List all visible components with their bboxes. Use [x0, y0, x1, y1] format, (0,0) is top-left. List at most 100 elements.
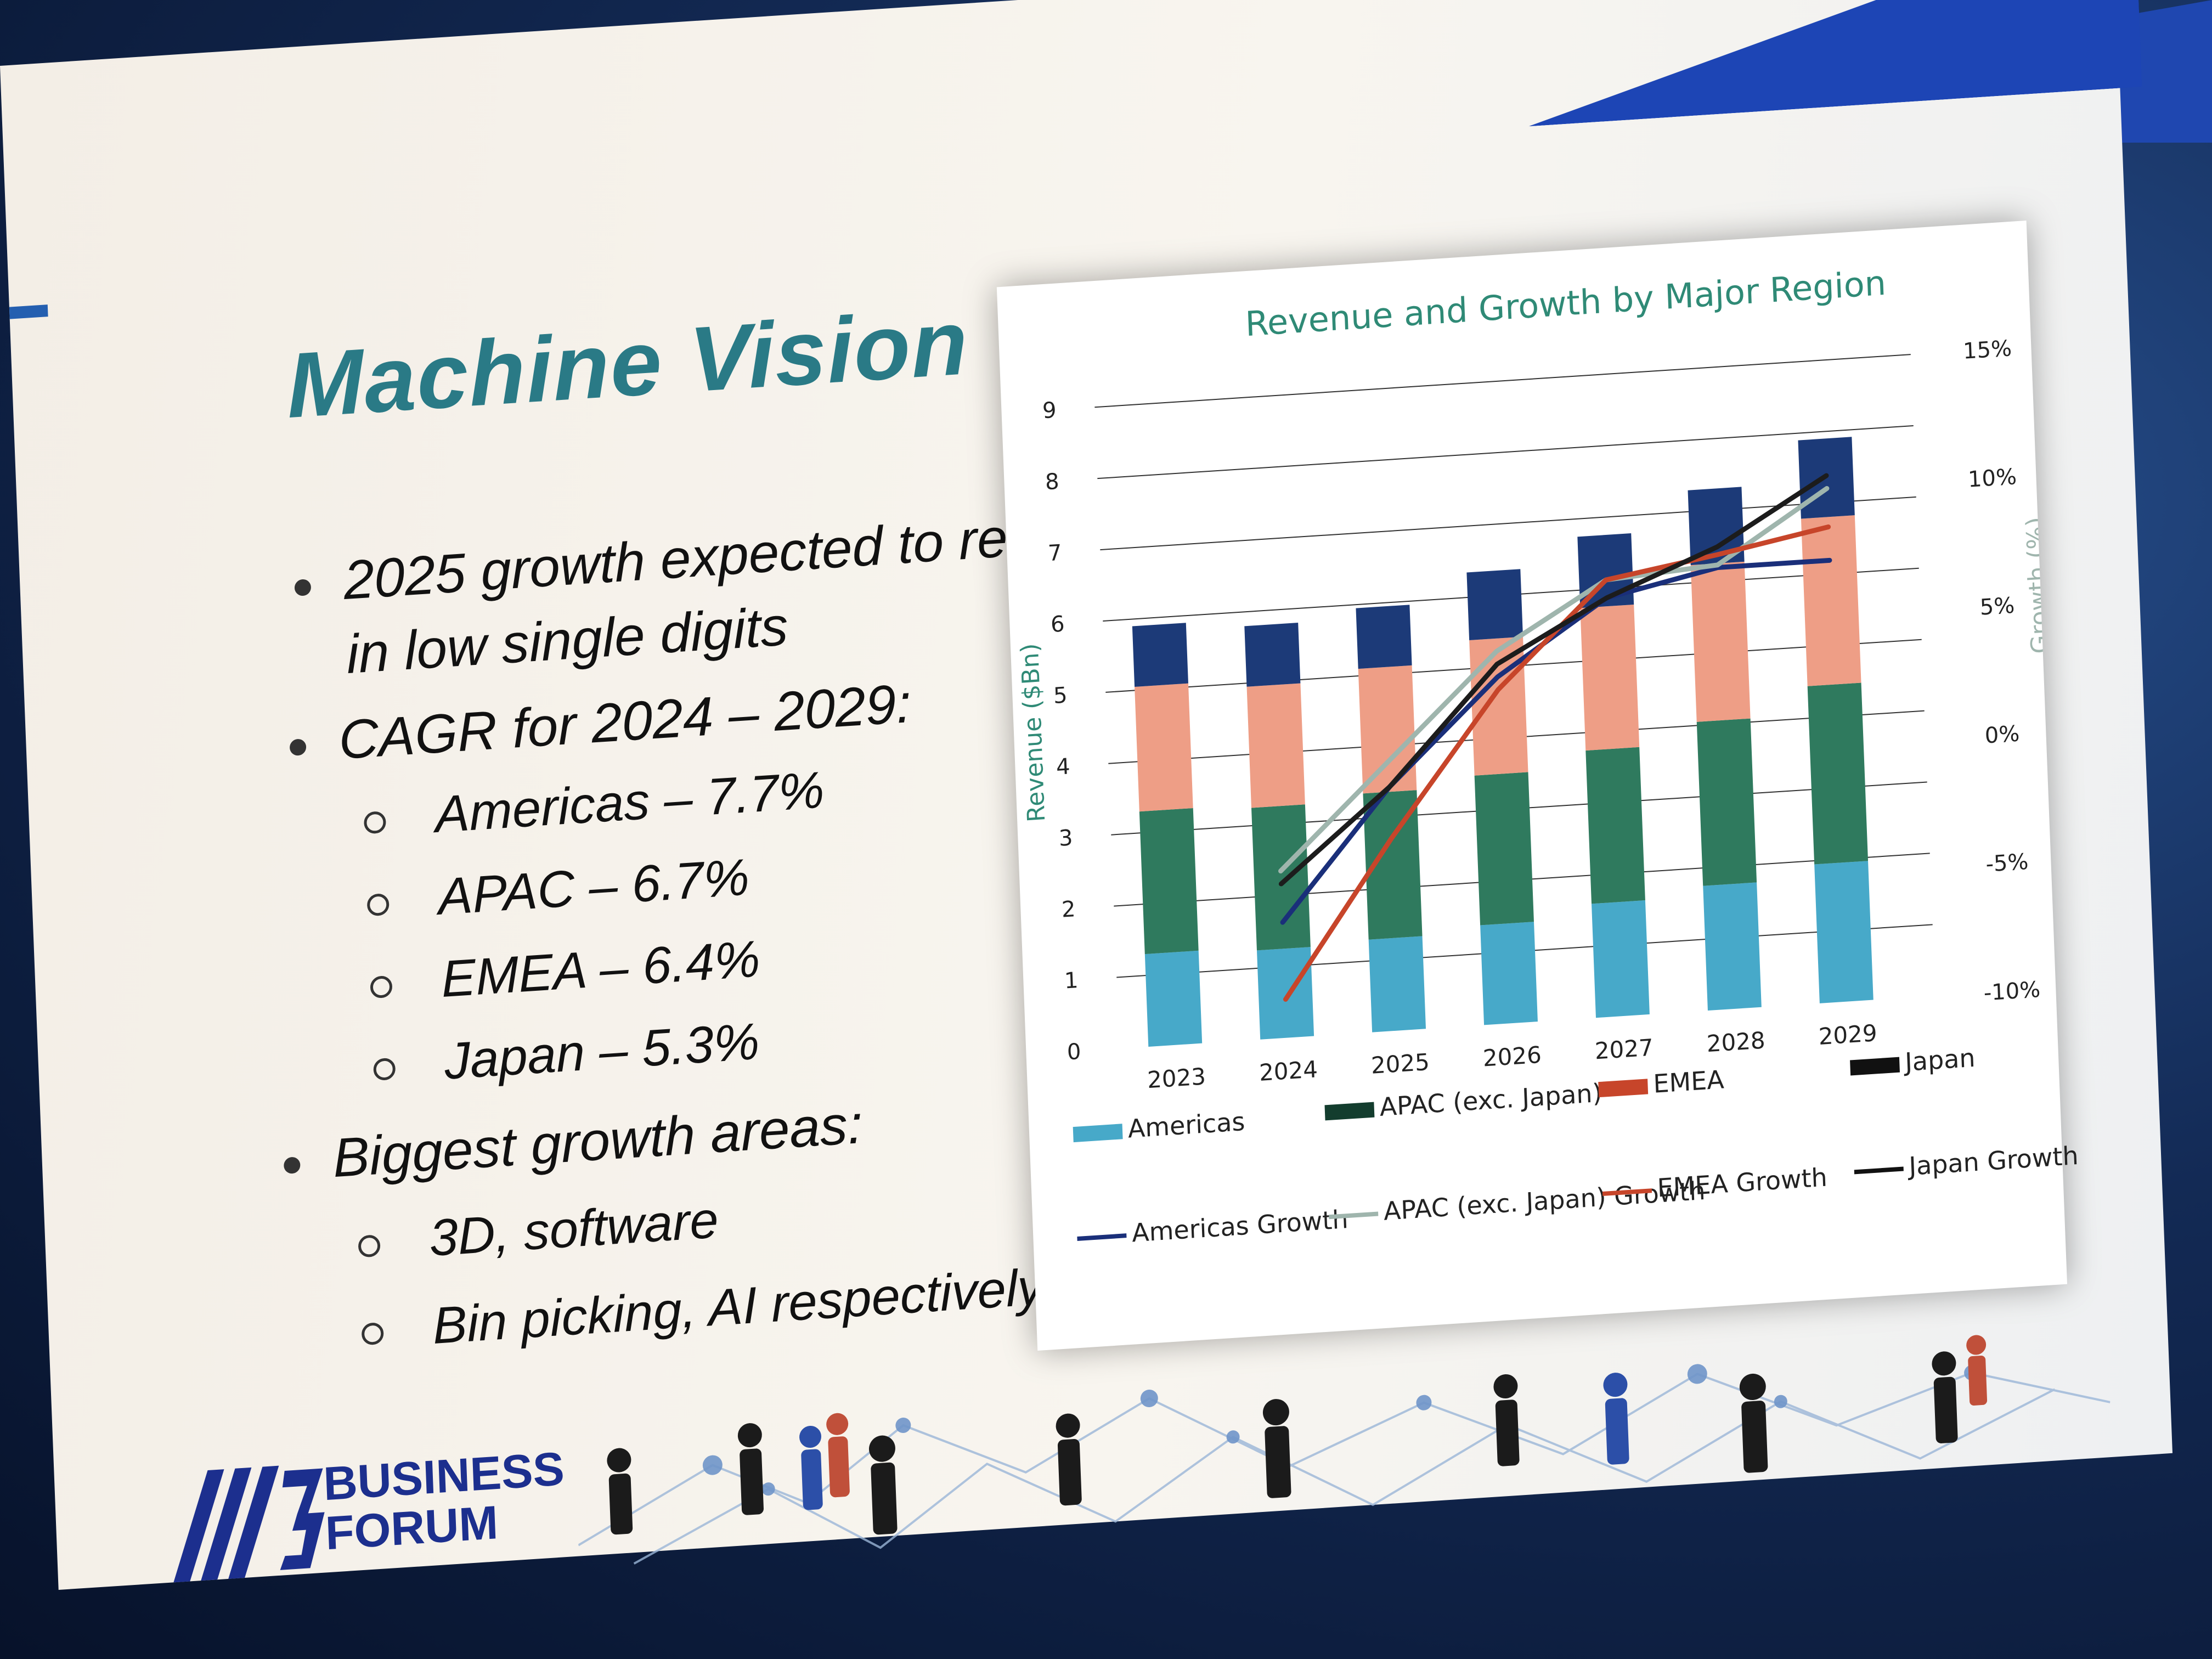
legend-line-swatch: [1077, 1233, 1127, 1241]
x-tick-label: 2027: [1594, 1034, 1654, 1065]
x-tick-label: 2026: [1482, 1041, 1542, 1072]
legend-swatch: [1324, 1102, 1375, 1120]
legend-item-japan-growth: Japan Growth: [1854, 1141, 2079, 1184]
bar-segment: [1358, 665, 1417, 794]
legend-swatch: [1073, 1123, 1123, 1142]
bar-segment: [1363, 790, 1423, 940]
bullet-text: Americas – 7.7%: [433, 760, 826, 844]
bullet-dot-icon: [294, 578, 312, 596]
bar-segment: [1144, 950, 1203, 1047]
presentation-slide: Machine Vision Outlook 2025 growth expec…: [0, 0, 2172, 1590]
bar-segment: [1251, 804, 1311, 951]
legend-line-swatch: [1329, 1211, 1379, 1219]
a3-business-forum-logo: BUSINESS FORUM: [158, 1434, 601, 1588]
bar-segment: [1139, 808, 1199, 955]
y-axis-label: Revenue ($Bn): [1016, 642, 1051, 823]
x-tick-label: 2024: [1259, 1056, 1318, 1086]
bar-segment: [1580, 604, 1640, 751]
gridline: [1094, 354, 1911, 408]
bullet-text: APAC – 6.7%: [437, 848, 751, 926]
legend-line-swatch: [1854, 1166, 1904, 1174]
bullet-text: Biggest growth areas:: [331, 1093, 864, 1189]
bullet-text: 3D, software: [428, 1190, 720, 1267]
bullet-ring-icon: [373, 1057, 396, 1081]
y-tick-label: 5: [1053, 682, 1068, 709]
y2-axis-label: Growth (%): [2021, 516, 2054, 654]
y-tick-label: 4: [1056, 754, 1070, 780]
gridline: [1100, 496, 1916, 551]
y2-tick-label: 10%: [1967, 464, 2017, 493]
bullet-text: Japan – 5.3%: [443, 1012, 761, 1090]
bar-segment: [1807, 682, 1869, 865]
bar-segment: [1466, 569, 1523, 640]
bar-segment: [1244, 623, 1301, 687]
a3-logo-mark-icon: [173, 1465, 325, 1583]
legend-label: Japan: [1904, 1042, 1976, 1077]
sub-bullet-item: EMEA – 6.4%: [369, 929, 761, 1013]
bar-segment: [1801, 515, 1861, 686]
bullet-dot-icon: [289, 738, 307, 756]
bar-segment: [1814, 861, 1874, 1003]
bullet-text: CAGR for 2024 – 2029:: [337, 672, 913, 771]
x-tick-label: 2025: [1370, 1048, 1430, 1079]
bar-segment: [1690, 561, 1751, 722]
bullet-item: in low single digits: [345, 595, 789, 686]
x-tick-label: 2028: [1706, 1026, 1766, 1057]
y-tick-label: 0: [1066, 1039, 1081, 1065]
y-tick-label: 1: [1064, 968, 1079, 994]
bar-segment: [1132, 623, 1188, 687]
bar-segment: [1696, 718, 1757, 886]
legend-item-emea-growth: EMEA Growth: [1602, 1163, 1828, 1206]
bar-segment: [1135, 683, 1193, 812]
x-tick-label: 2029: [1818, 1019, 1878, 1050]
bar-segment: [1246, 683, 1305, 808]
bar-segment: [1356, 605, 1412, 669]
slide-accent-shape: [1259, 0, 2142, 143]
y2-tick-label: 0%: [1984, 721, 2020, 749]
network-people-illustration: [578, 1335, 2111, 1565]
logo-text-forum: FORUM: [324, 1496, 499, 1560]
sub-bullet-item: APAC – 6.7%: [366, 847, 751, 931]
bar-segment: [1474, 772, 1534, 926]
bullet-ring-icon: [363, 811, 387, 834]
y-tick-label: 2: [1061, 896, 1076, 923]
y-tick-label: 8: [1045, 469, 1059, 495]
bullet-ring-icon: [370, 975, 393, 999]
sub-bullet-item: 3D, software: [357, 1190, 720, 1272]
bar-segment: [1688, 487, 1745, 566]
bar-segment: [1368, 936, 1426, 1032]
y-tick-label: 7: [1047, 540, 1062, 567]
y-tick-label: 6: [1050, 612, 1065, 638]
bar-segment: [1703, 882, 1762, 1011]
bar-segment: [1480, 922, 1538, 1025]
bar-segment: [1585, 747, 1645, 904]
bullet-text: in low single digits: [345, 595, 789, 686]
bullet-item: 2025 growth expected to remain: [293, 499, 1127, 616]
bullet-text: EMEA – 6.4%: [440, 929, 761, 1008]
bullet-item: Biggest growth areas:: [283, 1093, 864, 1193]
sub-bullet-item: Americas – 7.7%: [363, 760, 825, 849]
bullet-ring-icon: [358, 1234, 381, 1258]
sub-bullet-item: Japan – 5.3%: [372, 1012, 760, 1096]
legend-swatch: [1850, 1057, 1900, 1075]
bullet-list: 2025 growth expected to remain in low si…: [259, 481, 1127, 1355]
bar-segment: [1256, 947, 1314, 1040]
growth-line: [1278, 473, 1829, 887]
legend-label: EMEA Growth: [1656, 1162, 1828, 1203]
y2-tick-label: -5%: [1985, 849, 2029, 877]
legend-line-swatch: [1602, 1188, 1652, 1196]
y2-tick-label: 15%: [1962, 336, 2012, 364]
slide-left-rule: [9, 304, 48, 319]
bullet-dot-icon: [283, 1156, 301, 1174]
bullet-ring-icon: [366, 893, 390, 917]
x-tick-label: 2023: [1147, 1063, 1206, 1093]
y2-tick-label: 5%: [1979, 593, 2015, 620]
legend-item-americas-growth: Americas Growth: [1076, 1204, 1348, 1251]
bar-segment: [1592, 900, 1650, 1018]
legend-label: Americas Growth: [1131, 1204, 1349, 1248]
growth-line: [1283, 524, 1831, 1002]
bullet-ring-icon: [361, 1322, 384, 1346]
gridline: [1097, 425, 1914, 479]
y2-tick-label: -10%: [1983, 977, 2041, 1006]
